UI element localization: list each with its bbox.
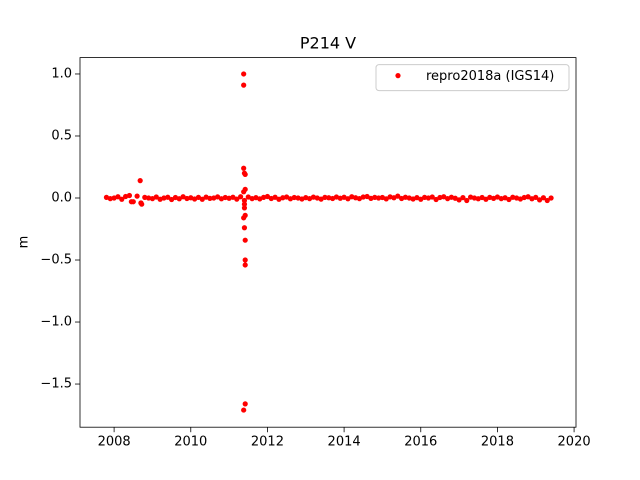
point [525,194,531,200]
point [242,237,248,243]
x-tick-label: 2012 [251,435,284,450]
point [128,199,134,205]
y-tick-label: 0.5 [51,128,72,143]
point [242,257,248,263]
point [138,200,144,206]
point [134,193,140,199]
point [241,165,247,171]
point [548,195,554,201]
point [375,195,382,201]
point [241,225,248,231]
axes-frame [79,57,577,428]
point [372,194,378,200]
y-axis-label: m [17,236,32,249]
point [137,178,143,184]
point [199,196,205,202]
point [241,407,247,413]
point [383,196,389,202]
point [460,195,466,201]
point [241,215,247,221]
legend-label: repro2018a (IGS14) [426,69,554,84]
y-tick-label: −0.5 [40,253,72,268]
point [165,194,171,200]
point [234,196,240,202]
legend-marker [395,73,401,79]
point [142,194,148,200]
point [360,194,366,200]
point [241,82,247,88]
point [119,196,125,202]
legend-box [375,64,570,92]
point [456,197,462,203]
x-tick-label: 2018 [481,435,514,450]
point [291,194,297,201]
x-tick-label: 2014 [328,435,361,450]
y-tick-label: −1.5 [40,377,72,392]
point [176,196,182,202]
point [126,192,133,199]
point [169,196,175,203]
point [146,195,152,201]
point [429,194,435,200]
point [544,197,550,204]
point [115,194,121,200]
point [536,197,543,203]
y-tick-label: −1.0 [40,315,72,330]
point [264,193,271,200]
point [153,194,159,200]
point [242,262,248,268]
point [433,196,439,203]
point [345,196,351,202]
point [272,194,278,200]
point [107,196,113,202]
point [540,195,547,201]
point [238,194,244,200]
point [241,189,247,195]
point [242,401,248,407]
chart-title: P214 V [300,34,356,53]
point [506,196,512,203]
point [241,71,247,77]
point [322,194,328,200]
point [241,201,248,207]
point [207,195,213,201]
y-tick-label: 1.0 [51,66,72,81]
point [241,205,248,211]
point [241,197,248,204]
point [242,171,248,178]
x-tick-label: 2008 [98,435,131,450]
point [464,197,470,204]
point [395,193,401,199]
x-tick-label: 2020 [558,435,591,450]
point [421,194,428,200]
x-tick-label: 2010 [174,435,207,450]
point [533,194,539,200]
x-tick-label: 2016 [404,435,437,450]
y-tick-label: 0.0 [51,190,72,205]
